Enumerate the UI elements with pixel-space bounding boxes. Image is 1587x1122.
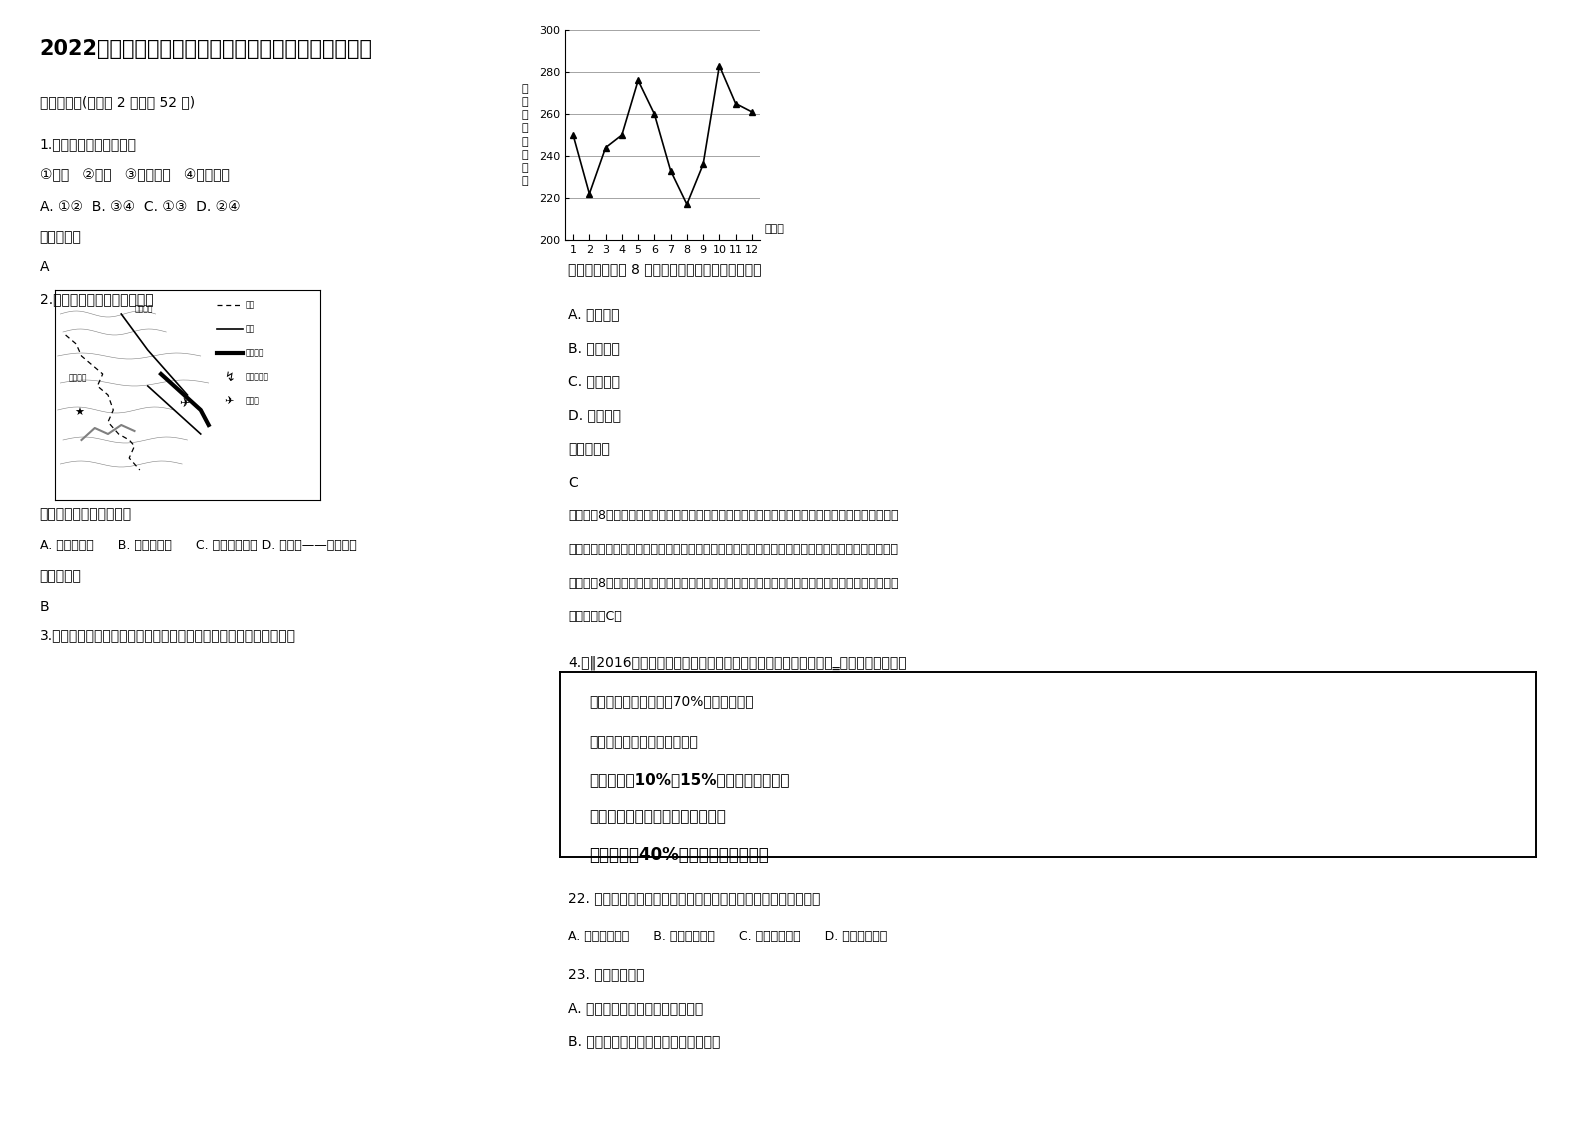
Text: A. 太阳高度: A. 太阳高度	[568, 307, 619, 321]
Text: 蒸发量大，山谷风效应较为明显，此时外来湿润气流的影响也较多，导致此时拉萨的云雨天气较多，: 蒸发量大，山谷风效应较为明显，此时外来湿润气流的影响也较多，导致此时拉萨的云雨天…	[568, 543, 898, 555]
Text: 森林公园: 森林公园	[68, 373, 87, 381]
Text: 该地区公路线的分布大致: 该地区公路线的分布大致	[40, 507, 132, 521]
Text: B: B	[40, 600, 49, 614]
Text: 河流、湖泊: 河流、湖泊	[246, 373, 268, 381]
Text: B. 昼夜长短: B. 昼夜长短	[568, 341, 621, 355]
Text: 分析本题选C。: 分析本题选C。	[568, 610, 622, 623]
Text: ①洪水   ②山崩   ③地球表层   ④自然环境: ①洪水 ②山崩 ③地球表层 ④自然环境	[40, 168, 230, 182]
Text: C: C	[568, 476, 578, 489]
Text: 4.读‖2016年某机构对我国沿海地区传统产业转移的系列调研数据‗，完成下列各题。: 4.读‖2016年某机构对我国沿海地区传统产业转移的系列调研数据‗，完成下列各题…	[568, 655, 906, 670]
Text: 部分代工企业向东南亚等地转移；: 部分代工企业向东南亚等地转移；	[589, 809, 727, 824]
Text: ↯: ↯	[225, 370, 235, 384]
Text: 参考答案：: 参考答案：	[568, 442, 609, 456]
Text: ★: ★	[75, 408, 84, 419]
Text: D. 地表植被: D. 地表植被	[568, 408, 621, 422]
Text: 造成拉萨一年中 8 月份日照时数最短的主要因素是: 造成拉萨一年中 8 月份日照时数最短的主要因素是	[568, 263, 762, 276]
Text: A. ①②  B. ③④  C. ①③  D. ②④: A. ①② B. ③④ C. ①③ D. ②④	[40, 200, 240, 213]
Text: 《详解》8月份，太阳直射点在北半球，拉萨的太阳高度较高，昼长较长，但此时地表气温高，水汽: 《详解》8月份，太阳直射点在北半球，拉萨的太阳高度较高，昼长较长，但此时地表气温…	[568, 509, 898, 522]
Text: 公路: 公路	[246, 324, 256, 333]
Text: 1.下列属于致灰因子的是: 1.下列属于致灰因子的是	[40, 137, 136, 150]
Text: ✈: ✈	[179, 397, 190, 411]
Text: ✈: ✈	[225, 396, 233, 406]
Text: 22. 与长三角、珠三角等地比，东南亚发展鞋类企业的优势主要是: 22. 与长三角、珠三角等地比，东南亚发展鞋类企业的优势主要是	[568, 891, 820, 904]
Text: 2022年河北省沧州市振华中学高三地理期末试题含解析: 2022年河北省沧州市振华中学高三地理期末试题含解析	[40, 39, 373, 59]
Text: 飞机场: 飞机场	[246, 396, 260, 405]
Text: A. 销售市场广阔      B. 劳动力工资低      C. 科技力量雄厚      D. 生态环境优美: A. 销售市场广阔 B. 劳动力工资低 C. 科技力量雄厚 D. 生态环境优美	[568, 930, 887, 942]
Text: 珠三角地区40%左右的企业发生转移: 珠三角地区40%左右的企业发生转移	[589, 846, 770, 864]
Text: 参考答案：: 参考答案：	[40, 230, 81, 243]
Text: 最终使得8月份成为拉萨一年中日照时数最短的月份。地表植被不是拉萨日照时数变化的原因。据此: 最终使得8月份成为拉萨一年中日照时数最短的月份。地表植被不是拉萨日照时数变化的原…	[568, 577, 898, 589]
Text: 高速公路: 高速公路	[246, 349, 265, 358]
Text: 业发生过转移或有转移意愿；: 业发生过转移或有转移意愿；	[589, 735, 698, 748]
Text: （月）: （月）	[765, 224, 784, 234]
Text: 23. 调研数据显示: 23. 调研数据显示	[568, 967, 644, 981]
Text: 长三角地区10%至15%左右的鞋类订单和: 长三角地区10%至15%左右的鞋类订单和	[589, 772, 790, 787]
Text: A: A	[40, 260, 49, 274]
Y-axis label: 日
照
时
数
（
小
时
）: 日 照 时 数 （ 小 时 ）	[521, 84, 528, 186]
Text: 2.下图是某区域图，读图判断: 2.下图是某区域图，读图判断	[40, 292, 154, 305]
Text: 参考答案：: 参考答案：	[40, 569, 81, 582]
Text: 一、选择题(每小题 2 分，共 52 分): 一、选择题(每小题 2 分，共 52 分)	[40, 95, 195, 109]
Text: 调查显示，东部地区近70%的纵织服装企: 调查显示，东部地区近70%的纵织服装企	[589, 695, 754, 708]
Text: 高教园区: 高教园区	[135, 304, 152, 313]
Text: A. 沿山脊延伸      B. 沿山谷延伸      C. 沿等高线延伸 D. 呈东北——西南走向: A. 沿山脊延伸 B. 沿山谷延伸 C. 沿等高线延伸 D. 呈东北——西南走向	[40, 539, 357, 552]
Text: B. 长三角转出企业以高新技术产业为主: B. 长三角转出企业以高新技术产业为主	[568, 1034, 720, 1048]
Text: A. 我国沿海地区产业转移规模较大: A. 我国沿海地区产业转移规模较大	[568, 1001, 703, 1014]
Text: C. 天气状况: C. 天气状况	[568, 375, 621, 388]
Text: 3.下图为我国拉萨地区多年平均日照时数年内变化，读图回答问题。: 3.下图为我国拉萨地区多年平均日照时数年内变化，读图回答问题。	[40, 628, 295, 642]
Text: 县界: 县界	[246, 301, 256, 310]
